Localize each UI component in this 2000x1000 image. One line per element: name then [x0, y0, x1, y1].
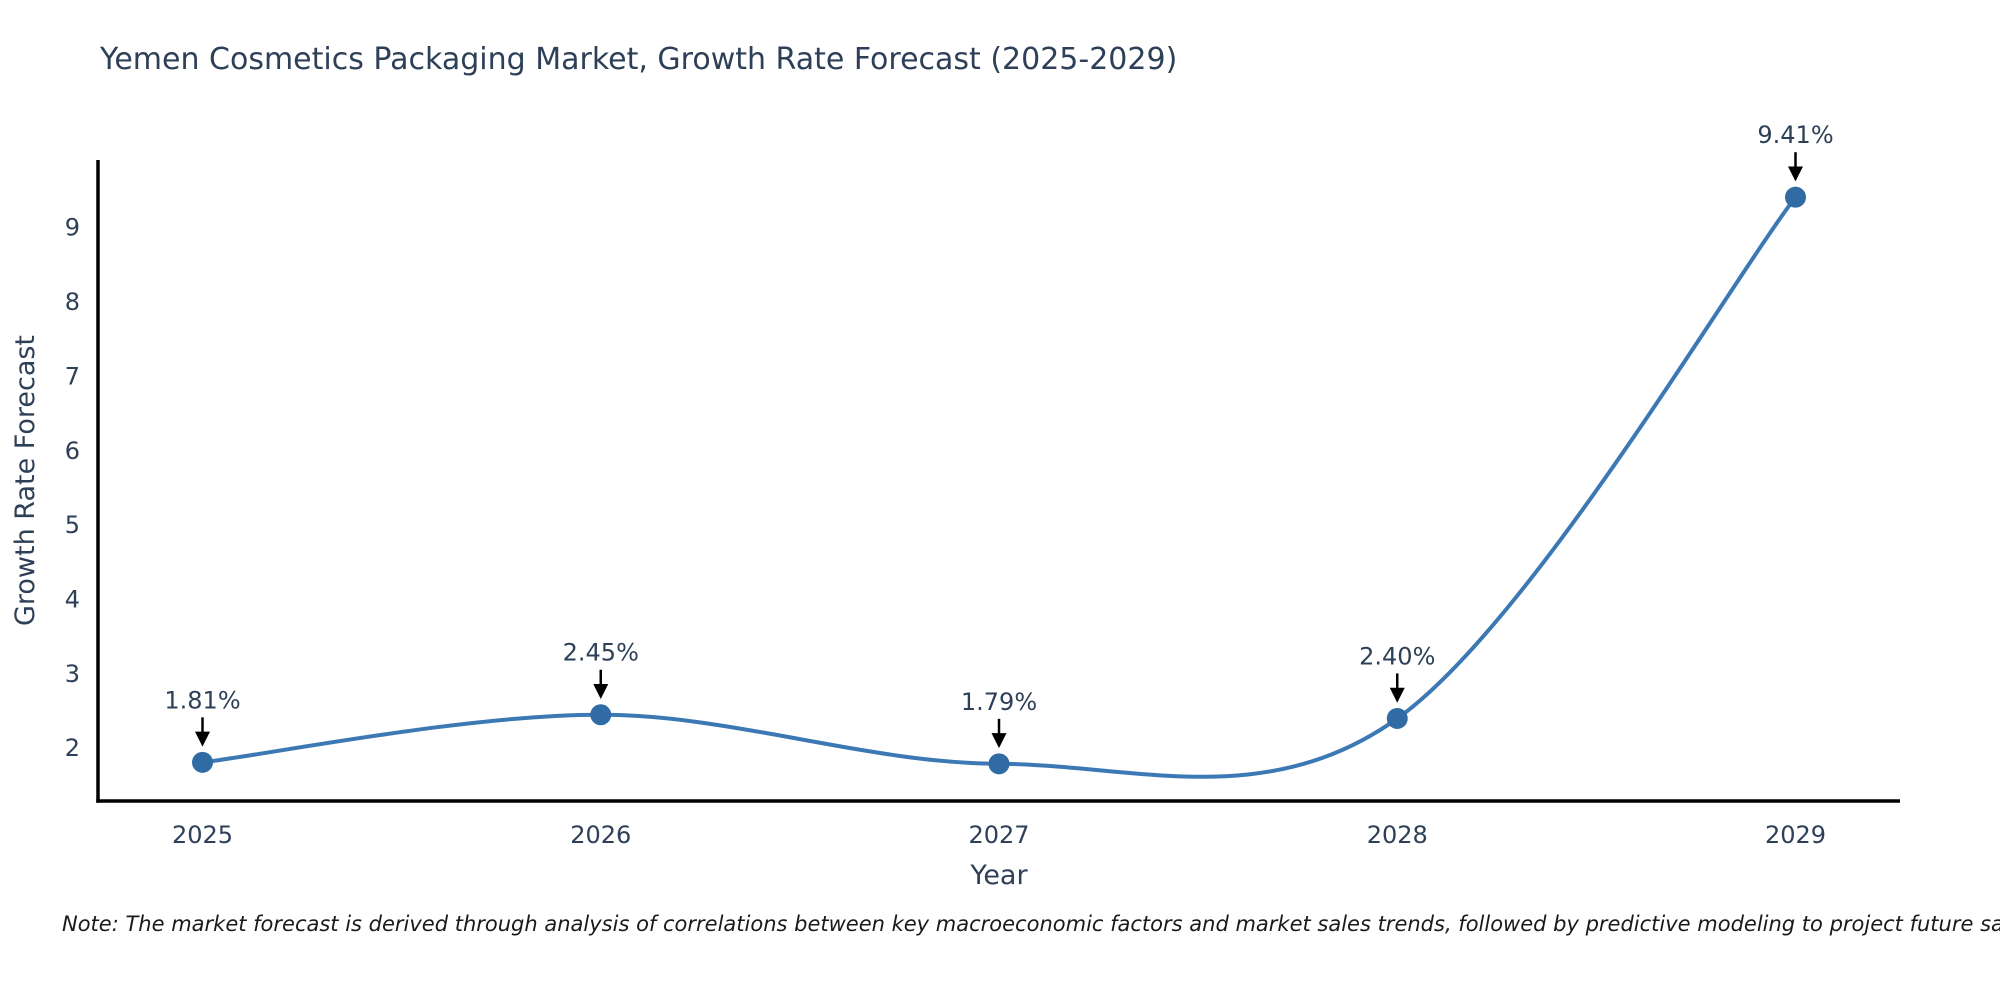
annotation-label: 9.41% — [1757, 121, 1833, 149]
y-tick-label: 3 — [65, 660, 80, 688]
annotation-label: 1.79% — [961, 688, 1037, 716]
y-tick-label: 7 — [65, 362, 80, 390]
growth-line — [200, 195, 1798, 779]
data-point — [590, 704, 612, 726]
y-tick-label: 5 — [65, 511, 80, 539]
x-tick-label: 2028 — [1367, 821, 1428, 849]
x-tick-label: 2025 — [172, 821, 233, 849]
y-tick-label: 9 — [65, 214, 80, 242]
x-axis-title: Year — [969, 860, 1028, 891]
y-tick-label: 4 — [65, 585, 80, 613]
y-tick-label: 2 — [65, 734, 80, 762]
data-point — [192, 751, 213, 773]
y-axis-title: Growth Rate Forecast — [10, 335, 41, 626]
y-tick-label: 6 — [65, 437, 80, 465]
annotation-label: 2.45% — [563, 639, 639, 667]
annotation-label: 1.81% — [164, 686, 240, 714]
chart-title: Yemen Cosmetics Packaging Market, Growth… — [100, 42, 1178, 77]
chart-note: Note: The market forecast is derived thr… — [62, 912, 2000, 936]
annotation-label: 2.40% — [1359, 642, 1435, 670]
y-tick-label: 8 — [65, 288, 80, 316]
x-tick-label: 2027 — [968, 821, 1029, 849]
x-tick-label: 2026 — [570, 821, 631, 849]
data-point — [1785, 186, 1806, 208]
x-tick-label: 2029 — [1765, 821, 1826, 849]
data-point — [988, 753, 1010, 775]
data-point — [1386, 707, 1408, 729]
